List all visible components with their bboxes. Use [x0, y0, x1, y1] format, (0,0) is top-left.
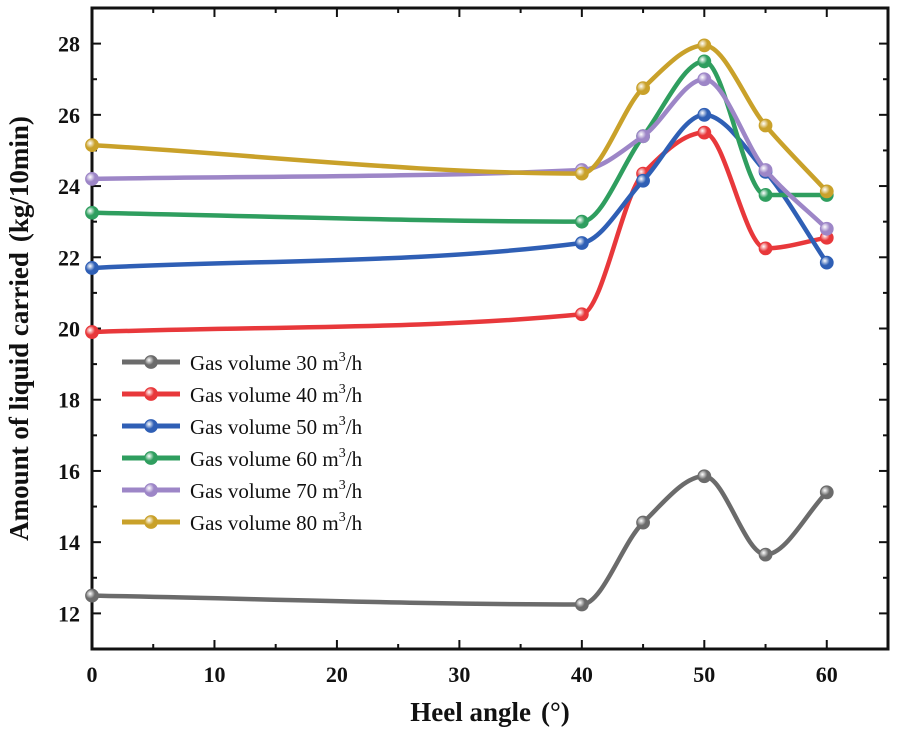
legend-item: Gas volume 80 m3/h [122, 510, 363, 535]
x-axis-title: Heel angle (°) [410, 697, 570, 727]
legend-item: Gas volume 70 m3/h [122, 478, 363, 503]
data-point [697, 38, 712, 53]
data-point [636, 173, 650, 188]
y-tick-label: 22 [58, 245, 80, 270]
data-point [819, 184, 834, 199]
legend-item: Gas volume 60 m3/h [122, 446, 363, 471]
legend-marker [144, 483, 158, 497]
data-point [697, 125, 712, 140]
data-point [636, 81, 650, 96]
legend-marker [144, 387, 158, 401]
data-point [758, 241, 773, 256]
legend-marker [144, 355, 158, 369]
data-point [85, 205, 99, 220]
data-point [574, 214, 589, 229]
x-tick-label: 0 [87, 662, 98, 687]
series-4 [85, 54, 834, 229]
data-point [819, 221, 834, 236]
y-tick-label: 24 [58, 174, 80, 199]
data-point [697, 54, 712, 69]
data-point [819, 485, 834, 500]
series-layer [85, 38, 834, 612]
y-tick-label: 28 [58, 32, 80, 57]
data-point [758, 163, 773, 177]
data-point [819, 255, 834, 270]
y-tick-label: 14 [58, 530, 80, 555]
data-point [85, 588, 99, 603]
legend-marker [144, 515, 158, 529]
data-point [574, 236, 589, 250]
x-tick-label: 60 [816, 662, 838, 687]
series-line [89, 112, 830, 271]
data-point [85, 325, 99, 339]
y-tick-label: 16 [58, 459, 80, 484]
data-point [85, 138, 99, 153]
legend-label: Gas volume 50 m3/h [190, 414, 363, 439]
axes-layer: 0 10 20 30 40 50 60 12 14 16 18 20 22 24 26 28 [58, 6, 890, 687]
data-point [574, 597, 589, 612]
x-tick-label: 10 [203, 662, 225, 687]
y-tick-label: 18 [58, 388, 80, 413]
data-point [697, 107, 712, 122]
legend: Gas volume 30 m3/h Gas volume 40 m3/h Gas … [122, 350, 363, 535]
series-line [89, 130, 830, 335]
data-point [636, 129, 650, 144]
y-tick-label: 26 [58, 103, 80, 128]
y-tick-label: 12 [58, 601, 80, 626]
legend-label: Gas volume 30 m3/h [190, 350, 363, 375]
legend-marker [144, 451, 158, 465]
x-tick-label: 20 [326, 662, 348, 687]
data-point [574, 166, 589, 181]
data-point [697, 72, 712, 87]
x-tick-label: 50 [693, 662, 715, 687]
legend-item: Gas volume 50 m3/h [122, 414, 363, 439]
legend-marker [144, 419, 158, 433]
legend-item: Gas volume 40 m3/h [122, 382, 363, 407]
data-point [758, 118, 773, 133]
data-point [758, 188, 773, 202]
y-axis-title: Amount of liquid carried(kg/10min) [4, 116, 34, 541]
axis-titles: Heel angle (°) Amount of liquid carried(k… [4, 116, 570, 727]
series-3 [85, 107, 834, 275]
legend-label: Gas volume 70 m3/h [190, 478, 363, 503]
data-point [697, 469, 712, 484]
x-tick-label: 30 [448, 662, 470, 687]
legend-item: Gas volume 30 m3/h [122, 350, 363, 375]
legend-label: Gas volume 80 m3/h [190, 510, 363, 535]
data-point [636, 515, 650, 530]
x-tick-label: 40 [571, 662, 593, 687]
data-point [85, 172, 99, 186]
data-point [85, 261, 99, 275]
legend-label: Gas volume 60 m3/h [190, 446, 363, 471]
series-2 [85, 125, 834, 339]
data-point [758, 547, 773, 562]
series-1 [85, 469, 834, 612]
legend-label: Gas volume 40 m3/h [190, 382, 363, 407]
y-tick-label: 20 [58, 317, 80, 342]
series-6 [85, 38, 834, 199]
data-point [574, 307, 589, 322]
